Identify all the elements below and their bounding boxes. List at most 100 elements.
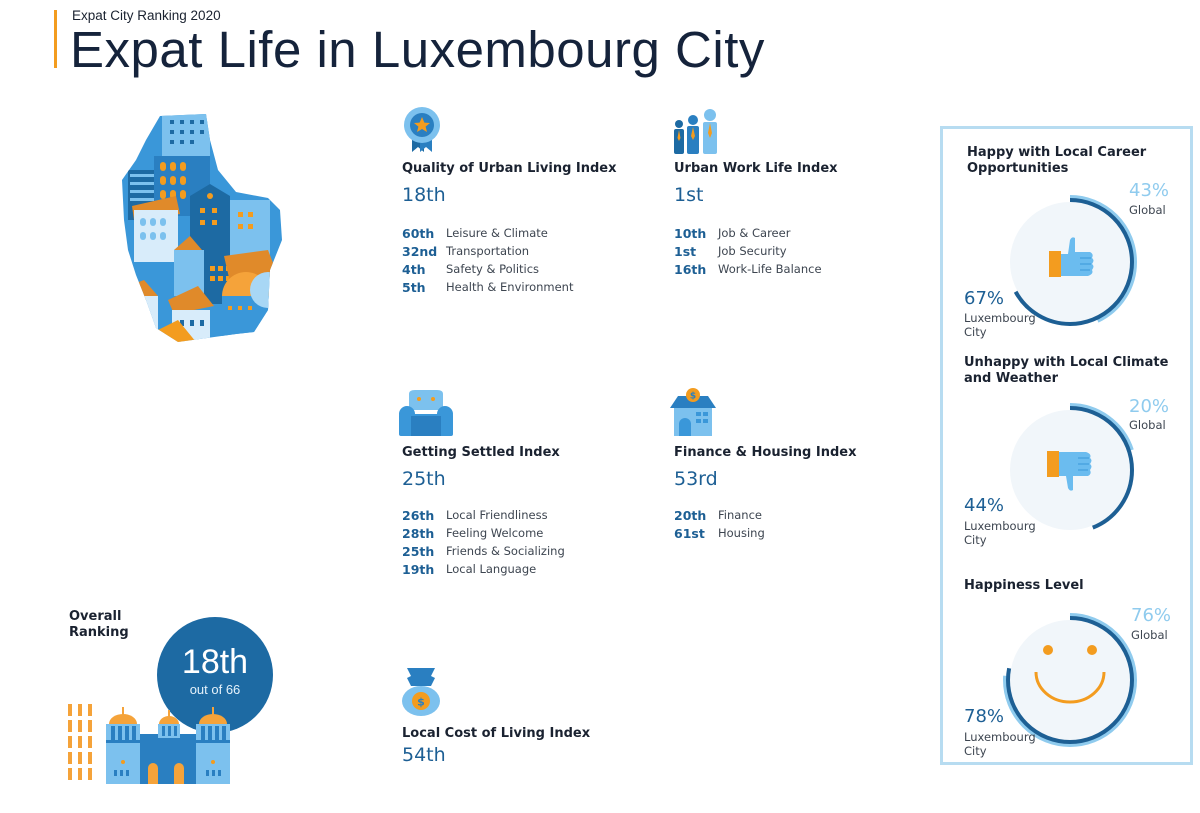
climate-chart-title: Unhappy with Local Climate and Weather [964, 355, 1168, 387]
climate-city-percent: 44% [964, 495, 1005, 516]
career-city-label-line1: Luxembourg [964, 311, 1036, 325]
subindex-label: Local Friendliness [446, 508, 548, 522]
climate-chart-title-line1: Unhappy with Local Climate [964, 355, 1169, 370]
happiness-chart-title: Happiness Level [964, 578, 1084, 594]
happiness-global-percent: 76% [1131, 605, 1172, 626]
subindex-label: Leisure & Climate [446, 226, 548, 240]
happiness-ring-chart [1003, 613, 1137, 747]
overall-rank-total: out of 66 [189, 682, 241, 697]
subindex-row: 10th Job & Career [674, 224, 822, 242]
career-chart-title-line1: Happy with Local Career [967, 145, 1147, 160]
luxembourg-city-map-illustration [122, 114, 282, 342]
cost-of-living-rank: 54th [402, 744, 446, 766]
happiness-city-label-line1: Luxembourg [964, 730, 1036, 744]
smiley-face-icon [1034, 645, 1106, 704]
overall-rank-badge [157, 617, 273, 733]
climate-ring-chart [1003, 403, 1137, 537]
subindex-row: 60th Leisure & Climate [402, 224, 573, 242]
subindex-row: 32nd Transportation [402, 242, 573, 260]
subindex-rank: 20th [674, 507, 707, 523]
climate-city-label-line2: City [964, 533, 987, 547]
career-ring-chart [1003, 195, 1137, 329]
subindex-label: Job & Career [718, 226, 791, 240]
finance-housing-rank: 53rd [674, 468, 718, 490]
career-city-label: Luxembourg City [964, 311, 1036, 339]
climate-global-percent: 20% [1129, 396, 1170, 417]
quality-urban-living-rank: 18th [402, 184, 446, 206]
urban-work-life-subindices: 10th Job & Career 1st Job Security 16th Wor… [674, 224, 822, 278]
subindex-label: Transportation [446, 244, 530, 258]
subindex-rank: 28th [402, 525, 435, 541]
subindex-label: Local Language [446, 562, 537, 576]
urban-work-life-rank: 1st [674, 184, 704, 206]
career-chart-title: Happy with Local Career Opportunities [967, 145, 1146, 177]
happiness-chart-title-line1: Happiness Level [964, 578, 1084, 593]
happiness-city-label: Luxembourg City [964, 730, 1036, 758]
subindex-rank: 26th [402, 507, 435, 523]
career-city-label-line2: City [964, 325, 987, 339]
subindex-label: Housing [718, 526, 765, 540]
svg-text:$: $ [690, 392, 696, 402]
subindex-rank: 16th [674, 261, 707, 277]
subindex-row: 28th Feeling Welcome [402, 524, 565, 542]
subindex-row: 5th Health & Environment [402, 278, 573, 296]
subindex-rank: 32nd [402, 243, 438, 259]
cost-of-living-title: Local Cost of Living Index [402, 726, 591, 741]
career-global-percent: 43% [1129, 180, 1170, 201]
subindex-rank: 4th [402, 261, 426, 277]
subindex-row: 26th Local Friendliness [402, 506, 565, 524]
subindex-row: 4th Safety & Politics [402, 260, 573, 278]
palace-building-icon [106, 707, 230, 784]
overall-ranking-label-text: Overall Ranking [69, 609, 129, 640]
building-windows-decoration-icon [68, 704, 92, 780]
title-accent-bar [54, 10, 57, 68]
business-people-icon [674, 109, 717, 154]
subindex-row: 61st Housing [674, 524, 765, 542]
subindex-label: Friends & Socializing [446, 544, 565, 558]
subindex-rank: 60th [402, 225, 435, 241]
subindex-row: 19th Local Language [402, 560, 565, 578]
quality-urban-living-title: Quality of Urban Living Index [402, 161, 617, 176]
subindex-rank: 19th [402, 561, 435, 577]
getting-settled-rank: 25th [402, 468, 446, 490]
happiness-city-label-line2: City [964, 744, 987, 758]
thumbs-down-icon [1047, 451, 1092, 491]
subindex-rank: 1st [674, 243, 697, 259]
subindex-label: Job Security [718, 244, 787, 258]
page-title: Expat Life in Luxembourg City [70, 21, 765, 78]
subindex-label: Feeling Welcome [446, 526, 544, 540]
award-ribbon-icon [404, 107, 440, 152]
getting-settled-subindices: 26th Local Friendliness 28th Feeling Welco… [402, 506, 565, 578]
happiness-global-label: Global [1131, 628, 1168, 642]
urban-work-life-title: Urban Work Life Index [674, 161, 838, 176]
happiness-city-percent: 78% [964, 706, 1005, 727]
climate-city-label: Luxembourg City [964, 519, 1036, 547]
money-bag-icon: $ [402, 668, 440, 716]
getting-settled-title: Getting Settled Index [402, 445, 560, 460]
climate-global-label: Global [1129, 418, 1166, 432]
subindex-row: 20th Finance [674, 506, 765, 524]
subindex-rank: 25th [402, 543, 435, 559]
subindex-rank: 10th [674, 225, 707, 241]
svg-text:$: $ [417, 696, 425, 709]
thumbs-up-icon [1049, 237, 1094, 277]
career-city-percent: 67% [964, 288, 1005, 309]
career-chart-title-line2: Opportunities [967, 161, 1069, 176]
climate-chart-title-line2: and Weather [964, 371, 1059, 386]
finance-housing-title: Finance & Housing Index [674, 445, 857, 460]
subindex-row: 1st Job Security [674, 242, 822, 260]
armchair-icon [399, 390, 453, 436]
quality-urban-living-subindices: 60th Leisure & Climate 32nd Transportation… [402, 224, 573, 296]
subindex-row: 25th Friends & Socializing [402, 542, 565, 560]
subindex-row: 16th Work-Life Balance [674, 260, 822, 278]
subindex-rank: 5th [402, 279, 426, 295]
overall-ranking-label: Overall Ranking [69, 609, 129, 641]
overall-rank-value: 18th [181, 643, 249, 681]
subindex-label: Finance [718, 508, 762, 522]
subindex-label: Health & Environment [446, 280, 574, 294]
subindex-label: Safety & Politics [446, 262, 540, 276]
subindex-label: Work-Life Balance [718, 262, 822, 276]
subindex-rank: 61st [674, 525, 705, 541]
career-global-label: Global [1129, 203, 1166, 217]
climate-city-label-line1: Luxembourg [964, 519, 1036, 533]
